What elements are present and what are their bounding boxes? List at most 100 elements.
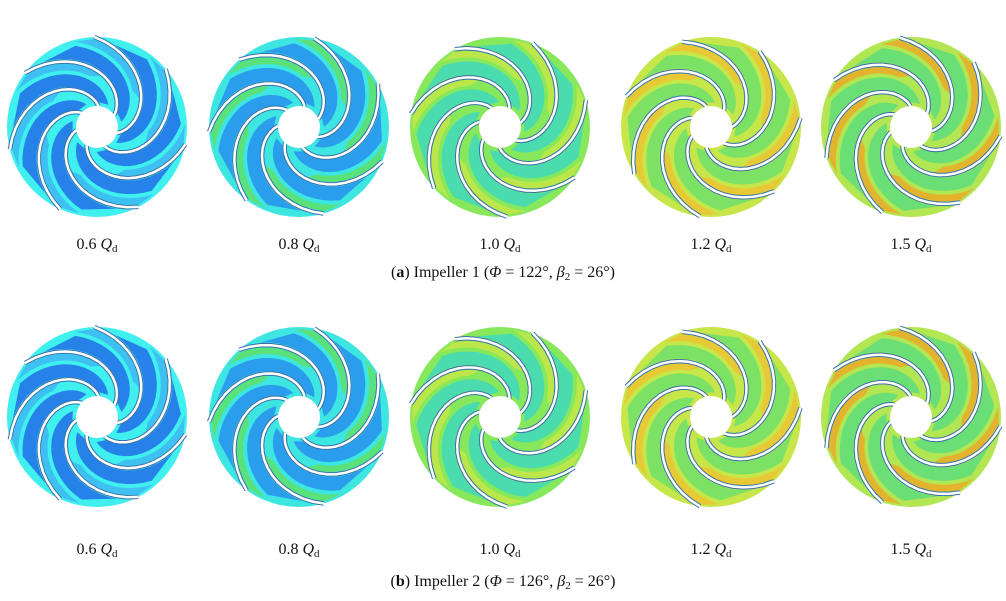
flow-region xyxy=(839,392,899,488)
blade xyxy=(723,340,776,437)
blade xyxy=(516,332,558,433)
flow-region xyxy=(696,429,795,475)
flow-region xyxy=(934,406,999,463)
blade xyxy=(516,42,558,143)
flow-region xyxy=(211,375,269,441)
blade xyxy=(625,69,726,111)
flow-subscript: d xyxy=(926,548,932,560)
blade xyxy=(104,358,171,444)
blade xyxy=(455,120,508,218)
flow-region xyxy=(294,39,347,107)
blade xyxy=(854,112,895,214)
flow-region xyxy=(247,406,302,501)
flow-region xyxy=(218,94,294,182)
flow-region xyxy=(934,116,999,173)
blade xyxy=(301,83,380,159)
flow-region xyxy=(260,333,338,417)
impeller-hub xyxy=(278,106,320,148)
impeller-contour xyxy=(621,37,803,219)
flow-symbol: Q xyxy=(914,236,926,253)
flow-region xyxy=(539,82,584,160)
blade xyxy=(207,372,306,423)
flow-region xyxy=(646,397,695,496)
flow-region xyxy=(920,333,968,431)
flow-region xyxy=(892,434,991,481)
flow-region xyxy=(741,44,772,127)
blade xyxy=(881,421,961,496)
flow-symbol: Q xyxy=(714,541,726,558)
flow-region xyxy=(272,138,367,201)
blade xyxy=(705,407,802,461)
flow-region xyxy=(623,73,700,117)
flow-region xyxy=(880,330,950,385)
flow-region xyxy=(623,363,700,407)
caption-part: = 26°) xyxy=(571,573,616,590)
flow-region xyxy=(96,379,181,457)
blade xyxy=(686,425,775,489)
flow-value: 0.6 xyxy=(76,236,96,253)
caption-part: β xyxy=(556,264,565,281)
blade xyxy=(899,326,954,423)
flow-region xyxy=(742,388,799,457)
flow-region xyxy=(880,40,950,95)
flow-value: 1.0 xyxy=(479,236,499,253)
flow-region xyxy=(827,67,910,99)
flow-region xyxy=(41,134,80,214)
blade xyxy=(427,101,493,189)
flow-region xyxy=(699,174,785,195)
flow-value: 0.6 xyxy=(76,541,96,558)
flow-region xyxy=(431,404,451,490)
caption-part: Φ xyxy=(490,573,502,590)
flow-value: 1.2 xyxy=(690,236,710,253)
flow-region xyxy=(704,333,762,427)
flow-region xyxy=(75,142,173,194)
blade xyxy=(919,351,982,442)
blade xyxy=(313,37,351,139)
blade xyxy=(64,129,139,209)
flow-value: 1.5 xyxy=(890,236,910,253)
flow-region xyxy=(308,142,386,182)
blade xyxy=(233,106,288,201)
flow-rate-label: 0.8 Qd xyxy=(278,236,320,255)
blade xyxy=(705,117,802,171)
flow-region xyxy=(12,92,60,168)
flow-region xyxy=(646,107,695,206)
flow-region xyxy=(412,79,479,134)
flow-region xyxy=(956,51,979,137)
blade xyxy=(833,63,930,114)
flow-region xyxy=(852,338,942,410)
blade xyxy=(625,359,726,401)
blade xyxy=(85,433,187,470)
impeller-contour xyxy=(821,35,1003,217)
caption-part: ( xyxy=(391,573,396,590)
flow-region xyxy=(51,121,117,210)
blade xyxy=(8,88,100,150)
flow-region xyxy=(852,48,942,120)
flow-region xyxy=(227,347,313,368)
flow-region xyxy=(422,351,520,401)
flow-region xyxy=(476,43,545,132)
flow-region xyxy=(343,358,376,442)
flow-region xyxy=(641,55,736,115)
flow-region xyxy=(216,68,315,111)
flow-region xyxy=(839,102,899,198)
blade xyxy=(825,90,912,159)
flow-region xyxy=(717,359,791,448)
flow-rate-label: 1.5 Qd xyxy=(890,236,932,255)
impeller-contour xyxy=(207,326,389,507)
flow-region xyxy=(343,68,376,152)
flow-region xyxy=(115,414,185,466)
flow-value: 1.0 xyxy=(479,541,499,558)
flow-symbol: Q xyxy=(100,236,112,253)
flow-region xyxy=(641,345,736,405)
impeller-hub xyxy=(479,396,521,438)
blade xyxy=(686,135,775,199)
flow-subscript: d xyxy=(112,243,118,255)
flow-region xyxy=(13,74,109,128)
flow-symbol: Q xyxy=(503,236,515,253)
flow-region xyxy=(293,395,382,463)
flow-region xyxy=(858,139,903,215)
flow-region xyxy=(22,390,87,484)
flow-rate-label: 1.0 Qd xyxy=(479,541,521,560)
